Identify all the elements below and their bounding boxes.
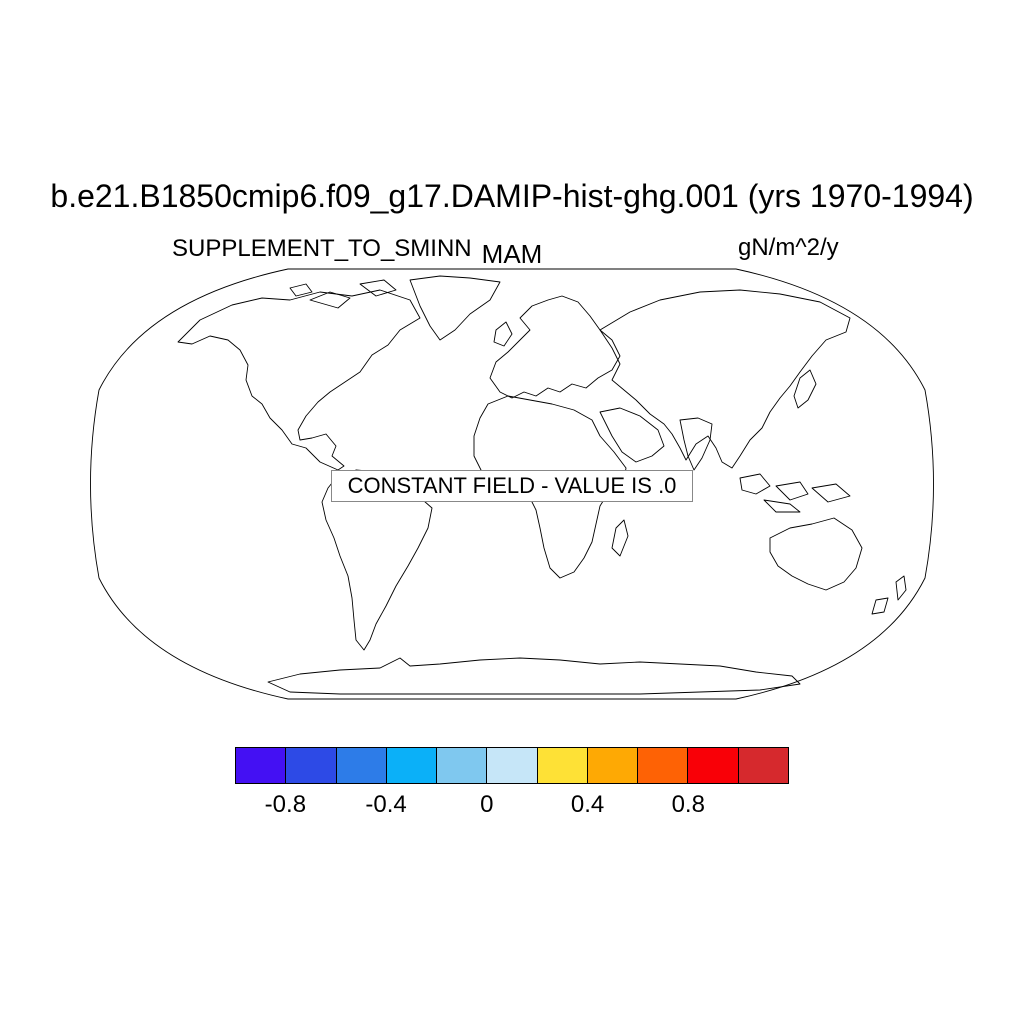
colorbar-cell (738, 748, 788, 783)
colorbar-cell (487, 748, 538, 783)
coastline-greenland (409, 275, 501, 341)
plot-title: b.e21.B1850cmip6.f09_g17.DAMIP-hist-ghg.… (50, 178, 974, 214)
colorbar-cell (587, 748, 639, 783)
coastline-australia (769, 517, 863, 591)
coastline-europe (489, 295, 621, 399)
coastline-asia (599, 289, 851, 469)
coastline-madagascar (611, 519, 629, 557)
colorbar-cell (336, 748, 387, 783)
coastline-antarctica (267, 657, 801, 695)
colorbar (235, 747, 789, 784)
colorbar-cell (236, 748, 287, 783)
coastline-new-zealand (871, 575, 907, 615)
colorbar-cell (638, 748, 689, 783)
units-label: gN/m^2/y (738, 234, 839, 261)
colorbar-cell (437, 748, 488, 783)
map-boundary (90, 268, 934, 700)
coastline-india (679, 417, 713, 471)
coastline-japan (793, 369, 817, 409)
colorbar-cell (688, 748, 739, 783)
constant-field-label: CONSTANT FIELD - VALUE IS .0 (331, 470, 693, 502)
coastline-se-asia-islands (739, 473, 851, 513)
coastline-british-isles (493, 321, 513, 347)
colorbar-tick-label: -0.4 (365, 791, 407, 818)
colorbar-tick-label: 0.8 (671, 791, 705, 818)
colorbar-tick-label: 0.4 (570, 791, 605, 818)
colorbar-cell (286, 748, 337, 783)
coastline-arctic-islands (289, 279, 397, 309)
season-label: MAM (481, 239, 543, 269)
colorbar-cell (386, 748, 438, 783)
coastline-arabia (599, 407, 665, 463)
colorbar-tick-label: -0.8 (264, 791, 307, 818)
colorbar-cell (537, 748, 588, 783)
variable-name: SUPPLEMENT_TO_SMINN (172, 235, 472, 262)
coastline-north-america (177, 289, 421, 471)
colorbar-tick-label: 0 (480, 791, 494, 818)
colorbar-labels: -0.8 -0.4 0 0.4 0.8 (0, 790, 1024, 822)
